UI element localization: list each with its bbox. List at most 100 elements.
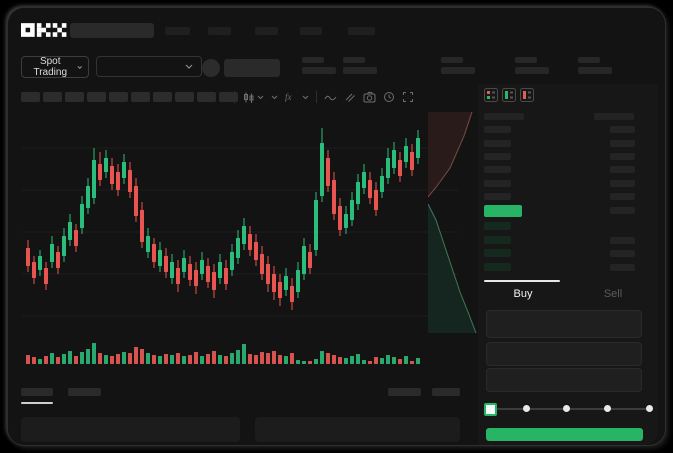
order-input-placeholder[interactable]: [486, 342, 642, 366]
toolbar-button-placeholder[interactable]: [197, 92, 216, 102]
toolbar-button-placeholder[interactable]: [153, 92, 172, 102]
candle: [212, 272, 216, 290]
bottom-active-tab-underline: [21, 402, 53, 404]
volume-bar: [398, 359, 402, 364]
toolbar-button-placeholder[interactable]: [43, 92, 62, 102]
volume-bar: [344, 358, 348, 364]
ticker-stat-pair: [578, 57, 618, 77]
svg-text:fx: fx: [285, 92, 292, 102]
toolbar-button-placeholder[interactable]: [219, 92, 238, 102]
tab-sell[interactable]: Sell: [603, 288, 623, 300]
interval-caret-icon[interactable]: [271, 95, 278, 100]
toolbar-button-placeholder[interactable]: [131, 92, 150, 102]
chevron-down-icon: [76, 65, 82, 69]
okx-logo-mark: [21, 23, 67, 37]
toolbar-button-placeholder[interactable]: [109, 92, 128, 102]
last-price-bar[interactable]: [484, 205, 522, 217]
volume-bar: [134, 347, 138, 364]
toolbar-button-placeholder[interactable]: [87, 92, 106, 102]
nav-item-placeholder[interactable]: [348, 27, 375, 35]
candle: [170, 262, 174, 278]
volume-bar: [332, 355, 336, 364]
toolbar-button-placeholder[interactable]: [21, 92, 40, 102]
volume-bar: [194, 352, 198, 364]
candles-icon[interactable]: [242, 91, 264, 104]
bid-price-placeholder[interactable]: [484, 249, 511, 257]
volume-bar: [314, 359, 318, 364]
toolbar-button-placeholder[interactable]: [175, 92, 194, 102]
nav-search-placeholder[interactable]: [70, 23, 154, 38]
volume-bar: [404, 356, 408, 364]
stat-value-placeholder: [302, 67, 336, 74]
toolbar-button-placeholder[interactable]: [65, 92, 84, 102]
ask-price-placeholder[interactable]: [484, 193, 511, 200]
slider-stop[interactable]: [604, 405, 611, 412]
volume-bar: [320, 351, 324, 364]
nav-item-placeholder[interactable]: [300, 27, 322, 35]
hatch-icon[interactable]: [344, 91, 356, 103]
candle: [308, 252, 312, 268]
bottom-control-placeholder[interactable]: [432, 388, 460, 396]
slider-stop[interactable]: [523, 405, 530, 412]
buy-submit-button[interactable]: [486, 428, 643, 441]
pair-selector-dropdown[interactable]: [96, 56, 202, 77]
volume-bar: [230, 353, 234, 364]
okx-logo[interactable]: [21, 23, 67, 37]
tab-buy[interactable]: Buy: [513, 288, 533, 300]
slider-stop[interactable]: [646, 405, 653, 412]
ask-amount-placeholder: [610, 180, 635, 187]
volume-bar: [74, 356, 78, 364]
candlestick-chart[interactable]: [20, 110, 460, 370]
volume-bar: [110, 356, 114, 364]
volume-bar: [236, 350, 240, 364]
camera-icon[interactable]: [363, 91, 376, 103]
book-asks-icon[interactable]: [520, 88, 534, 102]
book-all-icon[interactable]: [484, 88, 498, 102]
volume-bar: [182, 356, 186, 364]
ask-price-placeholder[interactable]: [484, 166, 511, 173]
ask-price-placeholder[interactable]: [484, 153, 511, 160]
candle: [104, 158, 108, 172]
volume-bar: [68, 351, 72, 364]
candle: [290, 286, 294, 302]
slider-handle[interactable]: [484, 403, 497, 416]
indicators-icon[interactable]: fx: [285, 91, 309, 103]
order-input-placeholder[interactable]: [486, 368, 642, 392]
volume-bar: [224, 356, 228, 364]
order-input-placeholder[interactable]: [486, 310, 642, 338]
candle: [86, 186, 90, 208]
candle: [164, 256, 168, 272]
nav-item-placeholder[interactable]: [165, 27, 190, 35]
book-bids-icon[interactable]: [502, 88, 516, 102]
divider: [234, 91, 235, 103]
slider-stop[interactable]: [563, 405, 570, 412]
volume-bar: [26, 355, 30, 364]
bid-price-placeholder[interactable]: [484, 222, 511, 230]
candle: [218, 262, 222, 278]
volume-bar: [218, 355, 222, 364]
candle: [92, 160, 96, 198]
clock-icon[interactable]: [383, 91, 395, 103]
bottom-tab-placeholder[interactable]: [68, 388, 101, 396]
market-type-selector[interactable]: Spot Trading: [21, 56, 89, 78]
candle: [236, 238, 240, 258]
bid-price-placeholder[interactable]: [484, 236, 511, 244]
candle: [128, 170, 132, 192]
bottom-tab-placeholder[interactable]: [21, 388, 53, 396]
expand-icon[interactable]: [402, 91, 414, 103]
ask-price-placeholder[interactable]: [484, 180, 511, 187]
bottom-control-placeholder[interactable]: [388, 388, 421, 396]
volume-bar: [86, 349, 90, 364]
pair-name-placeholder[interactable]: [224, 59, 280, 77]
ask-price-placeholder[interactable]: [484, 126, 511, 133]
ticker-stat-pair: [343, 57, 383, 77]
candle: [242, 226, 246, 244]
nav-item-placeholder[interactable]: [255, 27, 278, 35]
wave-icon[interactable]: [324, 92, 337, 102]
candle: [362, 172, 366, 188]
nav-item-placeholder[interactable]: [208, 27, 231, 35]
bid-price-placeholder[interactable]: [484, 263, 511, 271]
ask-price-placeholder[interactable]: [484, 140, 511, 147]
candle: [254, 242, 258, 260]
